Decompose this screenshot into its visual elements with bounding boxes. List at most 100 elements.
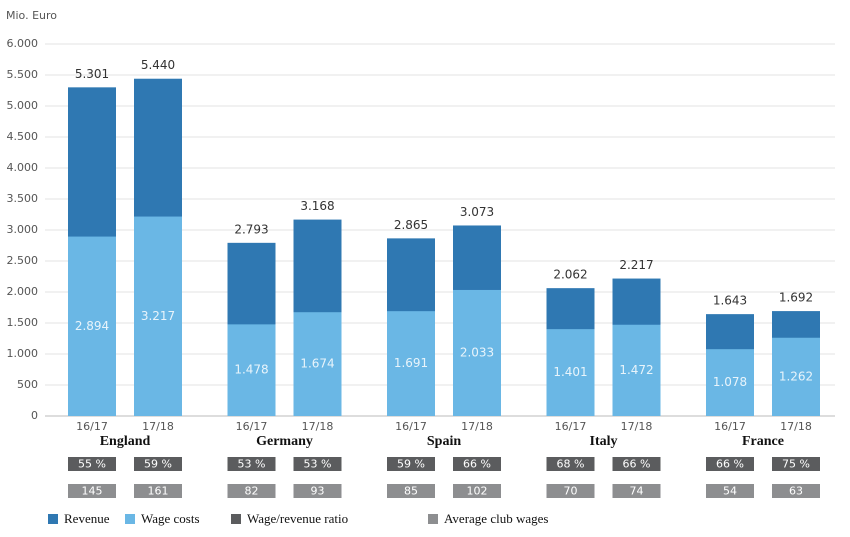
wage-label: 1.472 [619,363,653,377]
ratio-label: 59 % [144,458,172,471]
club-wage-label: 74 [630,485,644,498]
ratio-label: 55 % [78,458,106,471]
group-label: Germany [256,434,313,449]
ratio-box [706,457,754,471]
ratio-box [612,457,661,471]
group-label: England [100,434,151,449]
club-wage-label: 145 [82,485,103,498]
wage-label: 1.478 [234,363,268,377]
club-wage-label: 85 [404,485,418,498]
club-wage-label: 63 [789,485,803,498]
wage-bar [68,236,116,416]
wage-bar [453,289,501,416]
club-wage-box [227,484,276,498]
y-tick-label: 3.000 [7,223,39,236]
group-label: Spain [427,434,461,449]
revenue-label: 3.073 [460,205,494,219]
ratio-box [227,457,276,471]
legend-label: Revenue [64,511,110,526]
revenue-label: 2.865 [394,218,428,232]
revenue-label: 1.692 [779,291,813,305]
y-tick-label: 1.000 [7,347,39,360]
y-tick-label: 5.000 [7,99,39,112]
ratio-label: 53 % [238,458,266,471]
legend-swatch [428,514,438,524]
ratio-box [68,457,116,471]
wage-bar [387,311,435,416]
legend-label: Wage/revenue ratio [247,511,348,526]
x-tick-label: 17/18 [142,420,174,433]
group-label: France [742,434,784,449]
revenue-label: 2.793 [234,222,268,236]
wage-label: 1.674 [300,357,334,371]
y-tick-label: 3.500 [7,192,39,205]
legend-label: Average club wages [444,511,548,526]
wage-bar [227,324,276,416]
club-wage-box [453,484,501,498]
x-tick-label: 17/18 [461,420,493,433]
club-wage-label: 54 [723,485,737,498]
ratio-label: 53 % [304,458,332,471]
club-wage-label: 70 [564,485,578,498]
y-tick-label: 2.500 [7,254,39,267]
legend-swatch [125,514,135,524]
ratio-label: 68 % [557,458,585,471]
ratio-label: 66 % [716,458,744,471]
club-wage-box [546,484,595,498]
y-tick-label: 4.000 [7,161,39,174]
club-wage-box [772,484,820,498]
revenue-label: 5.440 [141,58,175,72]
legend-swatch [48,514,58,524]
x-tick-label: 17/18 [302,420,334,433]
wage-label: 1.691 [394,356,428,370]
wage-bar [612,324,661,416]
club-wage-box [68,484,116,498]
revenue-label: 2.217 [619,258,653,272]
group-label: Italy [590,434,618,449]
club-wage-box [612,484,661,498]
legend-swatch [231,514,241,524]
x-tick-label: 16/17 [76,420,108,433]
wage-label: 1.401 [553,365,587,379]
ratio-box [772,457,820,471]
club-wage-label: 93 [311,485,325,498]
x-tick-label: 16/17 [555,420,587,433]
legend-label: Wage costs [141,511,200,526]
ratio-box [546,457,595,471]
wage-label: 2.033 [460,345,494,359]
club-wage-box [134,484,182,498]
x-tick-label: 17/18 [621,420,653,433]
club-wage-label: 82 [245,485,259,498]
club-wage-box [293,484,342,498]
revenue-label: 2.062 [553,268,587,282]
y-tick-label: 5.500 [7,68,39,81]
x-tick-label: 16/17 [395,420,427,433]
ratio-box [453,457,501,471]
club-wage-box [706,484,754,498]
ratio-box [134,457,182,471]
y-tick-label: 2.000 [7,285,39,298]
wage-bar [706,349,754,416]
club-wage-label: 102 [467,485,488,498]
wage-label: 3.217 [141,309,175,323]
y-tick-label: 6.000 [7,37,39,50]
wage-bar [772,337,820,416]
ratio-label: 59 % [397,458,425,471]
y-tick-label: 0 [31,409,38,422]
club-wage-label: 161 [148,485,169,498]
y-tick-label: 4.500 [7,130,39,143]
wage-label: 2.894 [75,319,109,333]
revenue-label: 1.643 [713,294,747,308]
x-tick-label: 16/17 [714,420,746,433]
revenue-label: 3.168 [300,199,334,213]
wage-bar [293,312,342,416]
ratio-box [387,457,435,471]
y-axis-label: Mio. Euro [6,9,57,22]
y-tick-label: 500 [17,378,38,391]
ratio-label: 66 % [463,458,491,471]
wage-bar [134,216,182,416]
x-tick-label: 16/17 [236,420,268,433]
club-wage-box [387,484,435,498]
x-tick-label: 17/18 [780,420,812,433]
